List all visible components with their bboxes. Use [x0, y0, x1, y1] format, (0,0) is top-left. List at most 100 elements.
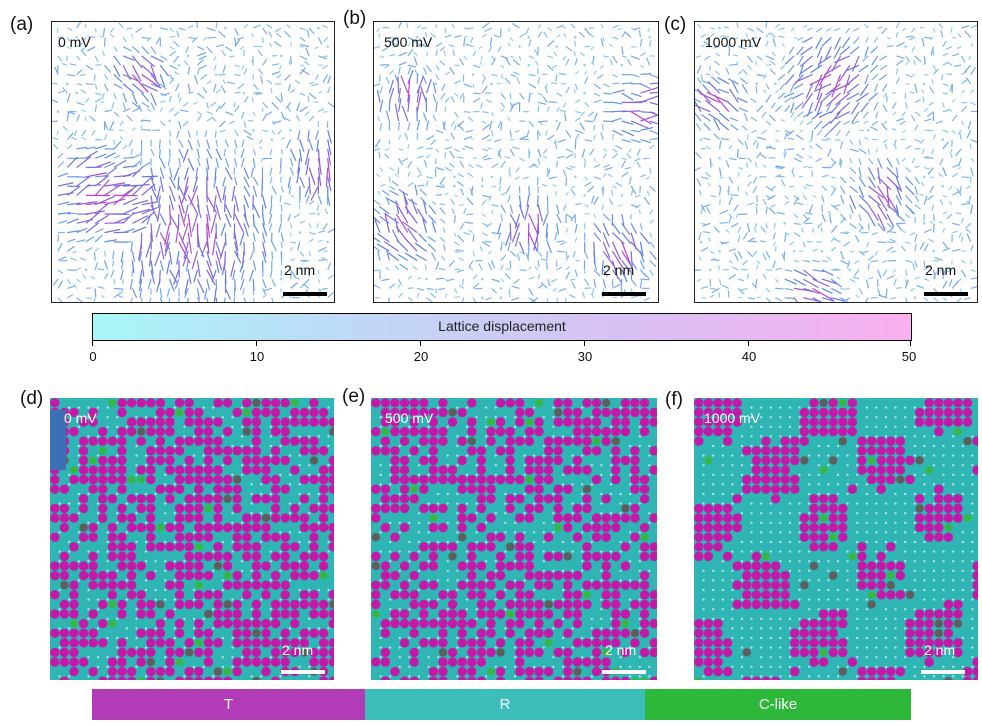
phase-atom	[71, 486, 77, 492]
lattice-dot	[288, 531, 292, 534]
displacement-arrow	[746, 273, 750, 280]
displacement-arrow	[730, 222, 739, 228]
phase-atom	[517, 448, 523, 454]
phase-atom	[507, 525, 513, 531]
phase-atom	[486, 609, 496, 619]
displacement-arrow	[519, 157, 525, 162]
displacement-arrow	[290, 258, 296, 262]
phase-atom	[126, 494, 137, 504]
displacement-arrow	[849, 250, 855, 253]
displacement-arrow	[509, 55, 515, 59]
lattice-dot	[96, 502, 100, 505]
phase-atom	[382, 611, 388, 617]
phase-atom	[290, 436, 300, 446]
displacement-arrow	[85, 247, 93, 252]
lattice-dot	[389, 617, 392, 620]
displacement-arrow	[593, 260, 598, 271]
phase-atom	[428, 417, 439, 427]
phase-atom	[109, 429, 115, 435]
displacement-arrow	[528, 93, 531, 103]
displacement-arrow	[139, 158, 143, 166]
displacement-dot	[718, 26, 721, 30]
phase-atom	[543, 494, 554, 504]
displacement-arrow	[297, 130, 301, 141]
lattice-dot	[279, 636, 282, 640]
displacement-arrow	[85, 236, 95, 243]
phase-atom	[543, 436, 554, 446]
phase-atom	[536, 438, 542, 444]
displacement-arrow	[268, 42, 273, 47]
lattice-dot	[116, 617, 119, 620]
phase-atom	[419, 455, 429, 466]
displacement-arrow	[67, 238, 76, 243]
displacement-arrow	[802, 185, 807, 190]
phase-atom	[380, 494, 391, 504]
displacement-arrow	[159, 107, 163, 112]
displacement-arrow	[543, 31, 548, 38]
lattice-dot	[389, 550, 392, 553]
lattice-dot	[231, 521, 234, 524]
displacement-arrow	[747, 181, 752, 187]
phase-atom	[546, 621, 552, 627]
displacement-arrow	[416, 167, 422, 174]
displacement-arrow	[612, 73, 619, 78]
displacement-arrow	[317, 158, 322, 175]
displacement-arrow	[417, 184, 425, 187]
displacement-arrow	[131, 288, 138, 299]
lattice-dot	[240, 560, 244, 563]
lattice-dot	[308, 492, 311, 496]
displacement-arrow	[589, 148, 595, 156]
displacement-arrow	[195, 167, 199, 179]
displacement-arrow	[821, 297, 835, 302]
displacement-arrow	[435, 101, 438, 112]
phase-atom	[459, 553, 465, 559]
displacement-arrow	[867, 255, 875, 261]
phase-atom	[488, 448, 494, 454]
displacement-arrow	[443, 244, 446, 252]
displacement-arrow	[407, 64, 417, 68]
displacement-arrow	[747, 64, 752, 70]
displacement-arrow	[438, 287, 446, 291]
lattice-dot	[417, 473, 421, 476]
phase-atom	[225, 515, 231, 521]
phase-atom	[270, 417, 281, 427]
phase-atom	[620, 407, 631, 418]
phase-atom	[261, 590, 271, 600]
phase-atom	[174, 503, 185, 514]
phase-atom	[185, 648, 194, 657]
displacement-arrow	[290, 269, 296, 278]
lattice-dot	[192, 454, 196, 457]
lattice-dot	[379, 531, 382, 534]
phase-atom	[261, 398, 271, 408]
displacement-arrow	[428, 204, 437, 215]
displacement-arrow	[970, 260, 973, 265]
lattice-dot	[288, 454, 292, 457]
displacement-arrow	[640, 278, 650, 281]
displacement-arrow	[812, 227, 815, 233]
displacement-arrow	[374, 237, 381, 243]
displacement-arrow	[721, 284, 730, 289]
phase-atom	[526, 496, 532, 502]
displacement-arrow	[476, 164, 483, 169]
phase-atom	[591, 398, 602, 408]
displacement-arrow	[248, 119, 254, 122]
lattice-dot	[144, 540, 148, 544]
phase-atom	[582, 551, 592, 562]
lattice-dot	[609, 512, 613, 515]
phase-atom	[563, 590, 573, 600]
phase-atom	[411, 611, 417, 617]
phase-atom	[399, 609, 410, 619]
phase-atom	[328, 484, 334, 494]
lattice-dot	[231, 550, 234, 553]
phase-atom	[88, 580, 98, 590]
phase-atom	[242, 551, 252, 562]
displacement-arrow	[120, 269, 124, 281]
phase-atom	[330, 630, 334, 636]
displacement-arrow	[275, 96, 282, 103]
displacement-arrow	[491, 57, 497, 66]
phase-atom	[244, 669, 250, 675]
displacement-arrow	[556, 204, 560, 215]
phase-atom	[601, 513, 611, 523]
displacement-arrow	[850, 102, 860, 115]
displacement-arrow	[623, 31, 632, 38]
